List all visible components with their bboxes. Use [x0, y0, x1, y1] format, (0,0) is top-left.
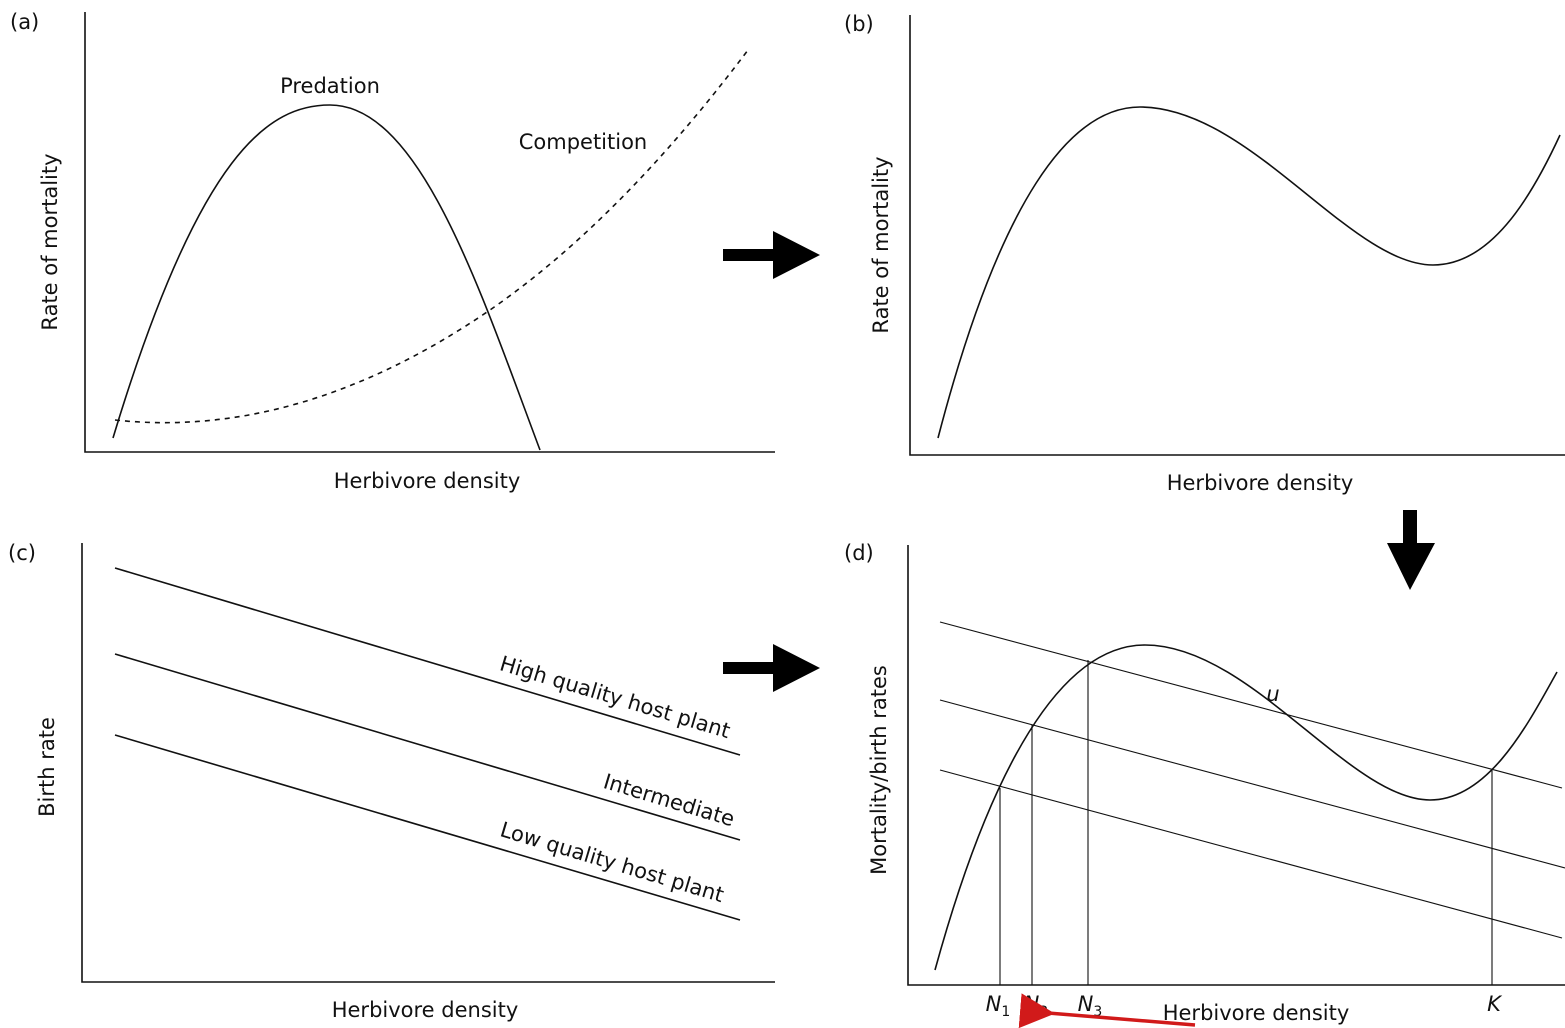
birth-line	[939, 769, 1563, 939]
line-label: Intermediate	[601, 769, 738, 831]
marker-label: N2	[1024, 992, 1049, 1020]
x-axis-label: Herbivore density	[332, 998, 519, 1022]
axes	[84, 12, 775, 453]
panel-d: (d) u N1 N2 N3 K Mortality/birth rates H…	[844, 541, 1565, 1028]
x-axis-label: Herbivore density	[1163, 1001, 1350, 1025]
marker-label: N3	[1078, 992, 1103, 1020]
point-label: u	[1266, 682, 1279, 706]
red-arrow	[1018, 993, 1196, 1028]
symbol: N	[1078, 992, 1094, 1016]
curve-label: Predation	[280, 74, 380, 98]
subscript: 1	[1001, 1004, 1010, 1020]
mortality-curve	[934, 644, 1558, 971]
line-label: Low quality host plant	[497, 817, 726, 907]
subscript: 3	[1093, 1004, 1102, 1020]
y-axis-label: Birth rate	[35, 717, 59, 817]
marker-label: N1	[986, 992, 1011, 1020]
mortality-curve	[937, 106, 1561, 439]
birth-line	[939, 621, 1563, 789]
x-axis-label: Herbivore density	[1167, 471, 1354, 495]
axes	[909, 15, 1565, 456]
y-axis-label: Rate of mortality	[38, 153, 62, 330]
y-axis-label: Rate of mortality	[869, 156, 893, 333]
birth-line	[114, 567, 741, 756]
birth-line	[114, 734, 741, 921]
arrow	[723, 231, 820, 279]
arrow	[723, 644, 820, 692]
subscript: 2	[1039, 1004, 1048, 1020]
panel-a: (a) Predation Competition Rate of mortal…	[10, 10, 775, 493]
axes	[81, 543, 775, 983]
marker-label: K	[1487, 992, 1503, 1016]
panel-tag: (d)	[844, 541, 874, 565]
birth-line	[114, 653, 741, 841]
arrow	[1387, 510, 1435, 590]
line-label: High quality host plant	[497, 651, 733, 743]
panel-tag: (a)	[10, 10, 39, 34]
birth-line	[939, 699, 1565, 869]
competition-curve	[114, 49, 749, 424]
y-axis-label: Mortality/birth rates	[867, 665, 891, 875]
x-axis-label: Herbivore density	[334, 469, 521, 493]
panel-c: (c) High quality host plant Intermediate…	[8, 541, 775, 1022]
curve-label: Competition	[519, 130, 648, 154]
axes	[907, 545, 1565, 986]
panel-tag: (b)	[844, 12, 874, 36]
panel-b: (b) Rate of mortality Herbivore density	[844, 12, 1565, 495]
predation-curve	[112, 104, 541, 451]
symbol: N	[986, 992, 1002, 1016]
symbol: N	[1024, 992, 1040, 1016]
panel-tag: (c)	[8, 541, 36, 565]
